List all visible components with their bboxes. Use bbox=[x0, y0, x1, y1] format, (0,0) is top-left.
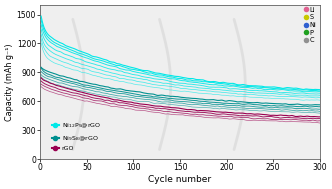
X-axis label: Cycle number: Cycle number bbox=[148, 175, 211, 184]
Legend: Li, S, Ni, P, C: Li, S, Ni, P, C bbox=[305, 7, 316, 43]
Y-axis label: Capacity (mAh g⁻¹): Capacity (mAh g⁻¹) bbox=[5, 43, 14, 121]
